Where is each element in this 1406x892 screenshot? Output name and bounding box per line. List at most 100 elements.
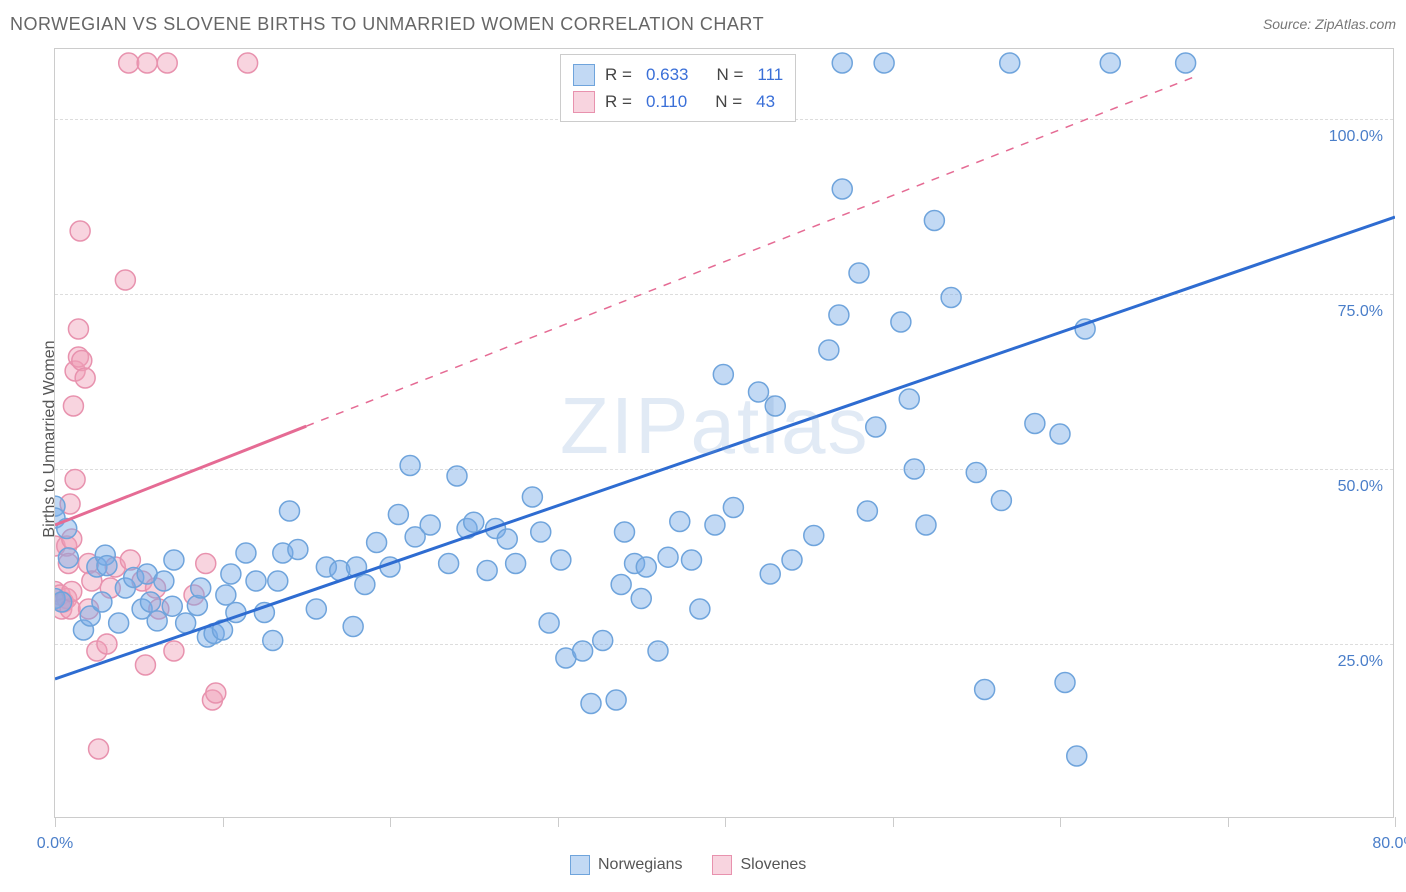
data-point	[109, 613, 129, 633]
data-point	[832, 53, 852, 73]
data-point	[670, 512, 690, 532]
data-point	[55, 592, 72, 612]
data-point	[916, 515, 936, 535]
data-point	[966, 463, 986, 483]
x-tick-label: 80.0%	[1372, 835, 1406, 853]
legend-swatch	[573, 91, 595, 113]
legend-n-value: 111	[757, 61, 783, 88]
data-point	[89, 739, 109, 759]
data-point	[506, 554, 526, 574]
data-point	[573, 641, 593, 661]
data-point	[58, 548, 78, 568]
data-point	[268, 571, 288, 591]
data-point	[760, 564, 780, 584]
data-point	[723, 498, 743, 518]
plot-area: 25.0%50.0%75.0%100.0%0.0%80.0%	[54, 48, 1394, 818]
data-point	[355, 575, 375, 595]
data-point	[899, 389, 919, 409]
data-point	[97, 556, 117, 576]
data-point	[857, 501, 877, 521]
data-point	[288, 540, 308, 560]
data-point	[147, 611, 167, 631]
data-point	[367, 533, 387, 553]
data-point	[216, 585, 236, 605]
data-point	[154, 571, 174, 591]
data-point	[75, 368, 95, 388]
data-point	[65, 470, 85, 490]
data-point	[157, 53, 177, 73]
legend-n-value: 43	[756, 88, 775, 115]
data-point	[400, 456, 420, 476]
data-point	[187, 596, 207, 616]
data-point	[246, 571, 266, 591]
data-point	[866, 417, 886, 437]
data-point	[164, 550, 184, 570]
chart-header: NORWEGIAN VS SLOVENE BIRTHS TO UNMARRIED…	[0, 0, 1406, 48]
data-point	[606, 690, 626, 710]
data-point	[70, 221, 90, 241]
data-point	[135, 655, 155, 675]
data-point	[1067, 746, 1087, 766]
legend-swatch	[573, 64, 595, 86]
data-point	[522, 487, 542, 507]
data-point	[782, 550, 802, 570]
data-point	[191, 578, 211, 598]
legend-swatch	[712, 855, 732, 875]
data-point	[819, 340, 839, 360]
data-point	[1025, 414, 1045, 434]
legend-r-value: 0.110	[646, 88, 687, 115]
scatter-svg	[55, 49, 1395, 819]
data-point	[749, 382, 769, 402]
data-point	[263, 631, 283, 651]
data-point	[464, 512, 484, 532]
data-point	[615, 522, 635, 542]
data-point	[388, 505, 408, 525]
legend-r-label: R =	[605, 88, 632, 115]
data-point	[447, 466, 467, 486]
data-point	[1000, 53, 1020, 73]
data-point	[120, 550, 140, 570]
data-point	[221, 564, 241, 584]
legend-r-value: 0.633	[646, 61, 689, 88]
data-point	[705, 515, 725, 535]
data-point	[975, 680, 995, 700]
x-tick	[1395, 817, 1396, 827]
data-point	[991, 491, 1011, 511]
data-point	[497, 529, 517, 549]
data-point	[682, 550, 702, 570]
x-tick-label: 0.0%	[37, 835, 73, 853]
data-point	[611, 575, 631, 595]
data-point	[874, 53, 894, 73]
legend-series: Norwegians Slovenes	[570, 855, 806, 875]
data-point	[343, 617, 363, 637]
data-point	[420, 515, 440, 535]
data-point	[941, 288, 961, 308]
legend-label: Slovenes	[740, 856, 806, 873]
data-point	[631, 589, 651, 609]
data-point	[477, 561, 497, 581]
legend-correlation: R =0.633N =111R =0.110N =43	[560, 54, 796, 122]
data-point	[115, 270, 135, 290]
data-point	[119, 53, 139, 73]
legend-label: Norwegians	[598, 856, 682, 873]
data-point	[539, 613, 559, 633]
data-point	[236, 543, 256, 563]
data-point	[581, 694, 601, 714]
data-point	[924, 211, 944, 231]
data-point	[804, 526, 824, 546]
data-point	[531, 522, 551, 542]
data-point	[593, 631, 613, 651]
data-point	[280, 501, 300, 521]
legend-n-label: N =	[716, 61, 743, 88]
data-point	[137, 53, 157, 73]
data-point	[690, 599, 710, 619]
data-point	[648, 641, 668, 661]
data-point	[92, 592, 112, 612]
data-point	[765, 396, 785, 416]
legend-item: Slovenes	[712, 855, 806, 875]
data-point	[306, 599, 326, 619]
data-point	[551, 550, 571, 570]
trend-line	[55, 426, 306, 525]
legend-row: R =0.633N =111	[573, 61, 783, 88]
data-point	[832, 179, 852, 199]
